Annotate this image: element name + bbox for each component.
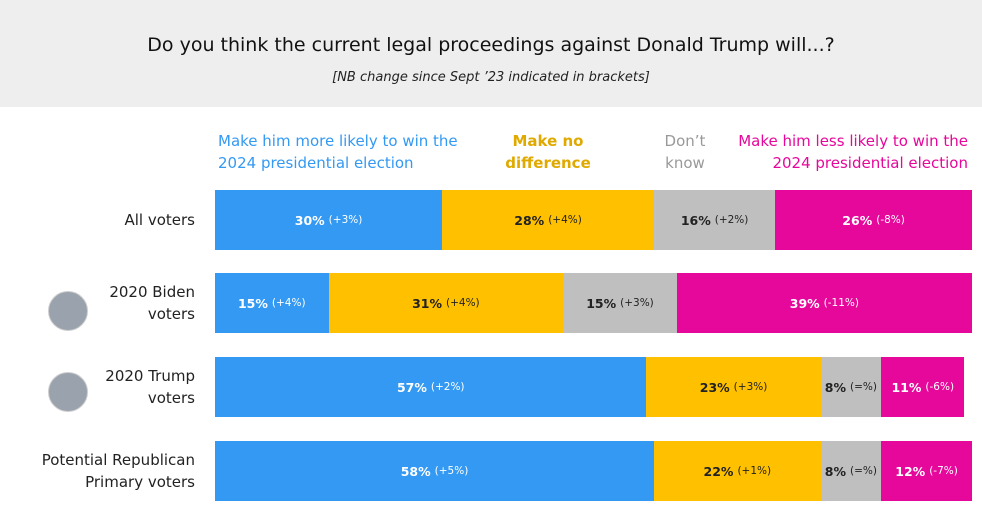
change-label: (-6%) xyxy=(925,381,955,393)
bar-segment: 26% (-8%) xyxy=(775,190,972,250)
change-label: (+3%) xyxy=(328,214,363,226)
legend-label: Make no difference xyxy=(505,132,591,172)
chart-title: Do you think the current legal proceedin… xyxy=(147,34,835,56)
change-label: (-11%) xyxy=(823,297,859,309)
bar-segment: 16% (+2%) xyxy=(654,190,776,250)
value-label: 8% xyxy=(824,463,846,479)
value-label: 26% xyxy=(842,212,873,228)
bar-segment: 12% (-7%) xyxy=(881,441,972,501)
value-label: 39% xyxy=(789,295,820,311)
row-label: 2020 Trump voters xyxy=(105,367,195,407)
value-label: 31% xyxy=(412,295,442,311)
bar-segment: 8% (=%) xyxy=(820,441,882,501)
change-label: (+4%) xyxy=(548,214,582,226)
change-label: (+3%) xyxy=(733,381,768,393)
legend-label: Don’t know xyxy=(664,132,706,172)
value-label: 22% xyxy=(703,463,734,479)
bar-segment: 28% (+4%) xyxy=(442,190,655,250)
value-label: 57% xyxy=(396,379,427,395)
value-label: 11% xyxy=(891,379,922,395)
value-label: 30% xyxy=(294,212,325,228)
bar-segment: 23% (+3%) xyxy=(646,357,821,417)
portrait-icon xyxy=(48,291,88,331)
bar-segment: 11% (-6%) xyxy=(881,357,965,417)
row-label: 2020 Biden voters xyxy=(109,283,195,323)
value-label: 8% xyxy=(824,379,846,395)
legend-label: Make him more likely to win the 2024 pre… xyxy=(218,132,458,172)
value-label: 23% xyxy=(699,379,730,395)
row-label: All voters xyxy=(124,211,195,229)
change-label: (+4%) xyxy=(271,297,306,309)
chart-subtitle: [NB change since Sept ’23 indicated in b… xyxy=(332,70,650,85)
change-label: (+2%) xyxy=(714,214,749,226)
change-label: (+2%) xyxy=(430,381,465,393)
value-label: 12% xyxy=(895,463,926,479)
change-label: (+4%) xyxy=(446,297,480,309)
bar-segment: 30% (+3%) xyxy=(215,190,443,250)
portrait-icon xyxy=(48,372,88,412)
bar-segment: 58% (+5%) xyxy=(215,441,655,501)
legend-label: Make him less likely to win the 2024 pre… xyxy=(738,132,968,172)
bar-segment: 31% (+4%) xyxy=(328,273,564,333)
value-label: 28% xyxy=(514,212,545,228)
change-label: (-8%) xyxy=(876,214,905,226)
change-label: (+3%) xyxy=(620,297,654,309)
value-label: 15% xyxy=(237,295,268,311)
bar-segment: 15% (+3%) xyxy=(563,273,677,333)
row-label: Potential Republican Primary voters xyxy=(41,451,195,491)
value-label: 15% xyxy=(586,295,617,311)
value-label: 58% xyxy=(400,463,431,479)
change-label: (-7%) xyxy=(929,465,958,477)
change-label: (=%) xyxy=(850,381,877,393)
change-label: (+5%) xyxy=(434,465,469,477)
bar-segment: 8% (=%) xyxy=(820,357,882,417)
value-label: 16% xyxy=(680,212,711,228)
bar-segment: 15% (+4%) xyxy=(215,273,329,333)
bar-segment: 39% (-11%) xyxy=(676,273,972,333)
change-label: (=%) xyxy=(850,465,877,477)
bar-segment: 22% (+1%) xyxy=(654,441,821,501)
change-label: (+1%) xyxy=(737,465,772,477)
bar-segment: 57% (+2%) xyxy=(215,357,647,417)
header-band xyxy=(0,0,982,107)
